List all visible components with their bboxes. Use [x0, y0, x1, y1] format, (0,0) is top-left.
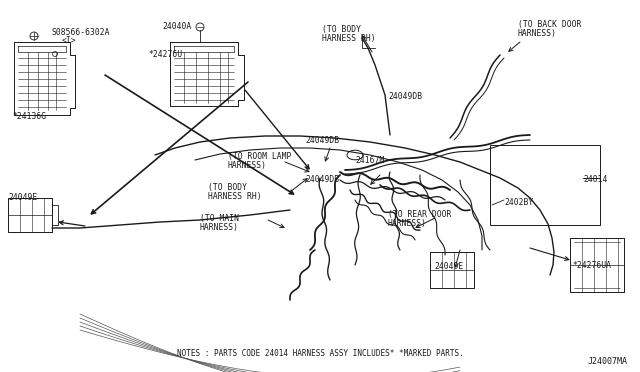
Text: (TO BODY: (TO BODY [322, 25, 361, 34]
Text: S08566-6302A: S08566-6302A [52, 28, 111, 37]
Text: <I>: <I> [62, 36, 77, 45]
Text: (TO MAIN: (TO MAIN [200, 214, 239, 223]
Text: (TO ROOM LAMP: (TO ROOM LAMP [228, 152, 291, 161]
Text: 24014: 24014 [583, 175, 607, 184]
Text: 24049DB: 24049DB [305, 136, 339, 145]
Text: 24049E: 24049E [434, 262, 463, 271]
Text: HARNESS RH): HARNESS RH) [322, 34, 376, 43]
Bar [490, 145, 600, 225]
Text: *24276U: *24276U [148, 50, 182, 59]
Text: 24049E: 24049E [8, 193, 37, 202]
Text: 24049DB: 24049DB [388, 92, 422, 101]
Text: 2402BY: 2402BY [504, 198, 533, 207]
Text: HARNESS): HARNESS) [228, 161, 267, 170]
Text: 24049DB: 24049DB [305, 175, 339, 184]
Text: HARNESS): HARNESS) [200, 223, 239, 232]
Text: (TO BODY: (TO BODY [208, 183, 247, 192]
Text: HARNESS RH): HARNESS RH) [208, 192, 262, 201]
Text: J24007MA: J24007MA [588, 357, 628, 366]
Text: NOTES : PARTS CODE 24014 HARNESS ASSY INCLUDES* *MARKED PARTS.: NOTES : PARTS CODE 24014 HARNESS ASSY IN… [177, 350, 463, 359]
Text: 24167M: 24167M [355, 156, 384, 165]
Text: (TO REAR DOOR: (TO REAR DOOR [388, 210, 451, 219]
Text: 24040A: 24040A [162, 22, 191, 31]
Text: *24276UA: *24276UA [572, 261, 611, 270]
Text: (TO BACK DOOR: (TO BACK DOOR [518, 20, 581, 29]
Text: HARNESS): HARNESS) [388, 219, 427, 228]
Text: *24136G: *24136G [12, 112, 46, 121]
Text: HARNESS): HARNESS) [518, 29, 557, 38]
